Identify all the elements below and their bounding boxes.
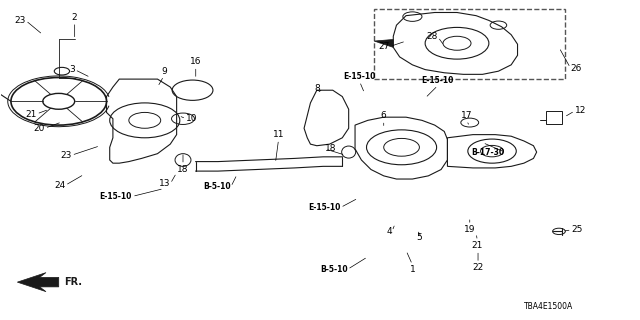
Text: 12: 12 xyxy=(575,106,586,115)
Text: 16: 16 xyxy=(190,57,202,67)
Polygon shape xyxy=(374,39,394,47)
Text: 3: 3 xyxy=(69,65,75,74)
Text: E-15-10: E-15-10 xyxy=(100,192,132,201)
Polygon shape xyxy=(17,273,59,292)
Text: 13: 13 xyxy=(159,179,170,188)
Text: 23: 23 xyxy=(14,16,26,25)
Text: 10: 10 xyxy=(186,114,198,123)
Text: 19: 19 xyxy=(464,225,476,234)
Text: 22: 22 xyxy=(472,263,484,272)
Text: 18: 18 xyxy=(325,144,337,153)
Text: E-15-10: E-15-10 xyxy=(422,76,454,85)
Text: 27: 27 xyxy=(379,42,390,51)
Text: 28: 28 xyxy=(426,32,438,41)
Text: 5: 5 xyxy=(416,233,422,242)
Text: E-15-10: E-15-10 xyxy=(343,72,376,81)
Text: TBA4E1500A: TBA4E1500A xyxy=(524,302,573,311)
Text: 6: 6 xyxy=(381,111,387,120)
Text: 24: 24 xyxy=(54,181,65,190)
Text: 25: 25 xyxy=(572,225,583,234)
Text: 21: 21 xyxy=(25,109,36,118)
Text: 21: 21 xyxy=(472,241,483,250)
Text: 4: 4 xyxy=(387,227,392,236)
Bar xyxy=(374,9,565,79)
Text: 2: 2 xyxy=(72,13,77,22)
Text: 9: 9 xyxy=(161,67,167,76)
Text: 20: 20 xyxy=(33,124,45,133)
Text: B-17-30: B-17-30 xyxy=(472,148,505,156)
Text: 26: 26 xyxy=(570,63,582,73)
Text: 17: 17 xyxy=(461,111,472,120)
Text: B-5-10: B-5-10 xyxy=(203,182,231,191)
Text: 1: 1 xyxy=(410,265,415,274)
Bar xyxy=(546,111,562,124)
Text: 23: 23 xyxy=(60,151,72,160)
Text: 8: 8 xyxy=(314,84,320,93)
Text: FR.: FR. xyxy=(64,277,82,287)
Text: E-15-10: E-15-10 xyxy=(308,203,340,212)
Text: 18: 18 xyxy=(177,165,189,174)
Text: 11: 11 xyxy=(273,130,284,140)
Text: B-5-10: B-5-10 xyxy=(320,265,348,274)
